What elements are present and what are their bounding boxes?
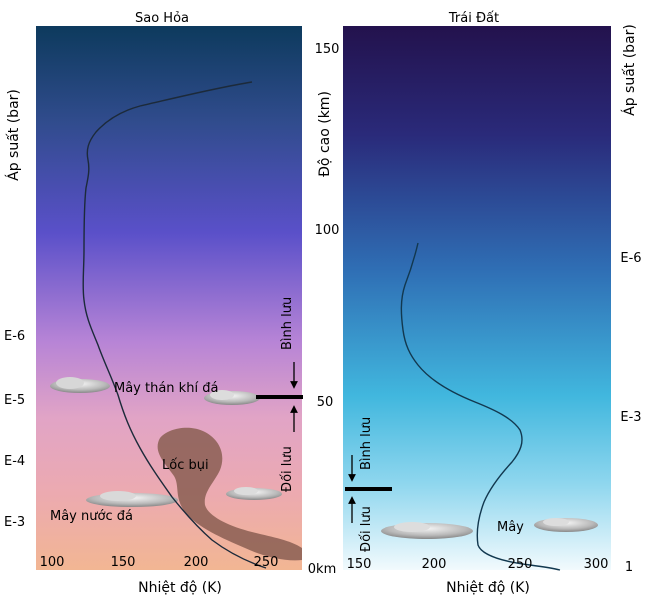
mars-title: Sao Hỏa [135, 11, 189, 26]
earth-stratosphere-label: Bình lưu [359, 417, 374, 470]
earth-x-axis-label: Nhiệt độ (K) [446, 580, 530, 596]
mars-water-ice-cloud-left [86, 491, 178, 507]
earth-pressure-axis-label: Áp suất (bar) [621, 24, 638, 116]
earth-cloud-right [534, 518, 598, 532]
earth-pressure-tick: E-6 [620, 251, 641, 266]
earth-cloud-left [381, 522, 473, 539]
mars-pressure-tick: E-4 [4, 454, 25, 469]
mars-x-tick: 250 [254, 555, 279, 570]
mars-dust-devil-label: Lốc bụi [162, 458, 209, 473]
altitude-tick: 50 [317, 395, 334, 410]
earth-x-tick: 300 [584, 557, 609, 572]
mars-pressure-tick: E-3 [4, 515, 25, 530]
mars-sky [36, 26, 302, 570]
mars-pressure-axis-label: Áp suất (bar) [5, 89, 22, 181]
mars-x-tick: 200 [184, 555, 209, 570]
earth-panel: Bình lưu Đối lưu Mây 150 200 250 300 Trá… [343, 11, 611, 596]
dust-devil-icon [157, 427, 302, 561]
mars-water-ice-cloud-right [226, 487, 282, 500]
mars-pressure-tick: E-5 [4, 393, 25, 408]
earth-sky [343, 26, 611, 570]
mars-panel: Bình lưu Đối lưu Mây thán khí đá Lốc bụi… [36, 11, 303, 596]
earth-troposphere-label: Đối lưu [359, 506, 374, 552]
mars-x-tick: 150 [111, 555, 136, 570]
mars-temperature-profile [82, 81, 267, 569]
mars-co2-clouds-label: Mây thán khí đá [114, 381, 218, 396]
earth-x-tick: 200 [422, 557, 447, 572]
earth-title: Trái Đất [448, 11, 499, 26]
altitude-axis-label: Độ cao (km) [317, 91, 333, 177]
mars-water-ice-clouds-label: Mây nước đá [50, 509, 133, 524]
earth-pressure-tick: 1 [625, 560, 633, 575]
altitude-tick: 100 [315, 223, 340, 238]
mars-x-tick: 100 [40, 555, 65, 570]
mars-co2-cloud-right [204, 390, 260, 405]
mars-troposphere-label: Đối lưu [280, 446, 295, 492]
earth-x-tick: 150 [347, 557, 372, 572]
earth-clouds-label: Mây [497, 520, 524, 535]
earth-pressure-tick: E-3 [620, 410, 641, 425]
mars-pressure-tick: E-6 [4, 329, 25, 344]
altitude-tick: 0km [308, 562, 336, 577]
mars-co2-cloud-left [50, 377, 110, 393]
mars-x-axis-label: Nhiệt độ (K) [138, 580, 222, 596]
altitude-tick: 150 [315, 42, 340, 57]
earth-x-tick: 250 [508, 557, 533, 572]
altitude-axis: Độ cao (km) 150 100 50 0km [308, 42, 340, 577]
earth-temperature-profile [400, 242, 561, 571]
mars-stratosphere-label: Bình lưu [280, 297, 295, 350]
